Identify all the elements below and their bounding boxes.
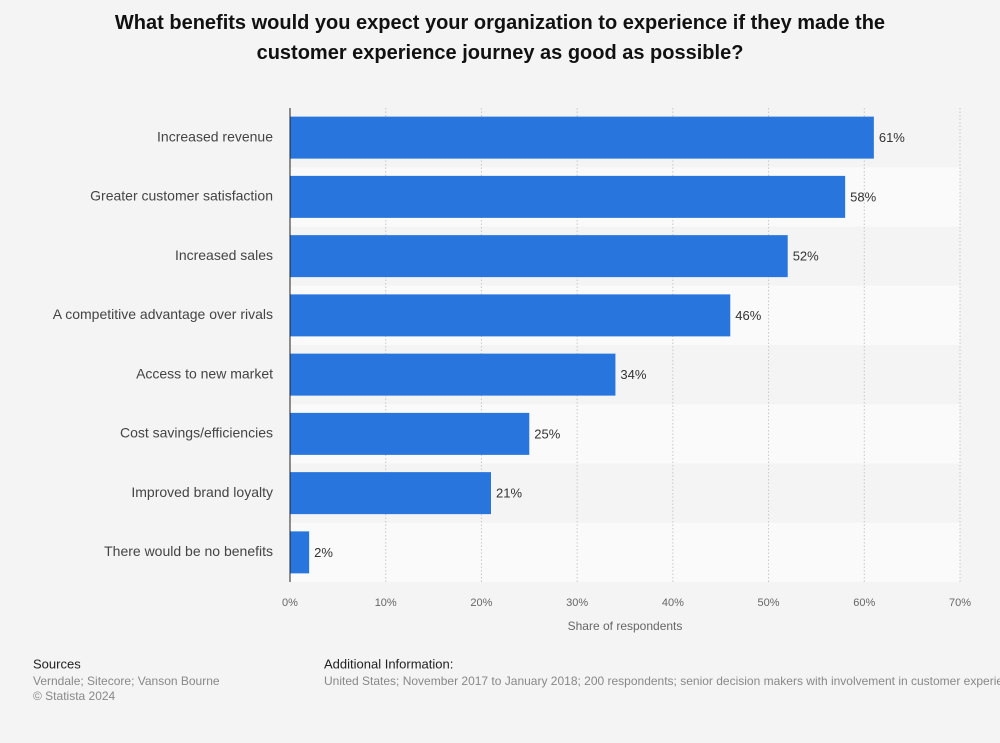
y-tick-label: Cost savings/efficiencies <box>120 425 273 441</box>
y-tick-label: Increased sales <box>175 247 273 263</box>
value-label: 61% <box>879 130 905 145</box>
value-label: 25% <box>534 426 560 441</box>
x-tick-label: 30% <box>566 597 588 609</box>
x-tick-label: 20% <box>470 597 492 609</box>
x-tick-label: 10% <box>375 597 397 609</box>
info-title: Additional Information: <box>324 656 453 671</box>
chart-title: What benefits would you expect your orga… <box>114 12 886 64</box>
y-tick-label: A competitive advantage over rivals <box>53 306 273 322</box>
info: United States; November 2017 to January … <box>324 674 1000 688</box>
y-tick-label: There would be no benefits <box>104 543 273 559</box>
value-label: 46% <box>735 308 761 323</box>
value-label: 34% <box>620 367 646 382</box>
bar <box>290 353 616 396</box>
x-tick-label: 40% <box>662 597 684 609</box>
x-tick-label: 70% <box>949 597 971 609</box>
x-tick-label: 60% <box>853 597 875 609</box>
bar <box>290 116 874 159</box>
y-tick-label: Improved brand loyalty <box>131 484 273 500</box>
value-label: 52% <box>793 249 819 264</box>
bar <box>290 294 731 337</box>
value-label: 58% <box>850 189 876 204</box>
bar <box>290 235 788 278</box>
value-label: 2% <box>314 545 333 560</box>
row-background <box>290 522 960 582</box>
sources: Verndale; Sitecore; Vanson Bourne <box>33 674 220 688</box>
y-tick-label: Access to new market <box>136 365 273 381</box>
bar <box>290 175 846 218</box>
bar <box>290 531 310 574</box>
copyright: © Statista 2024 <box>33 689 116 703</box>
bar <box>290 412 530 455</box>
x-tick-label: 0% <box>282 597 298 609</box>
y-tick-label: Greater customer satisfaction <box>90 188 273 204</box>
bar <box>290 472 491 515</box>
x-axis-title: Share of respondents <box>568 619 683 633</box>
sources-title: Sources <box>33 656 81 671</box>
y-tick-label: Increased revenue <box>157 128 273 144</box>
x-tick-label: 50% <box>758 597 780 609</box>
value-label: 21% <box>496 486 522 501</box>
